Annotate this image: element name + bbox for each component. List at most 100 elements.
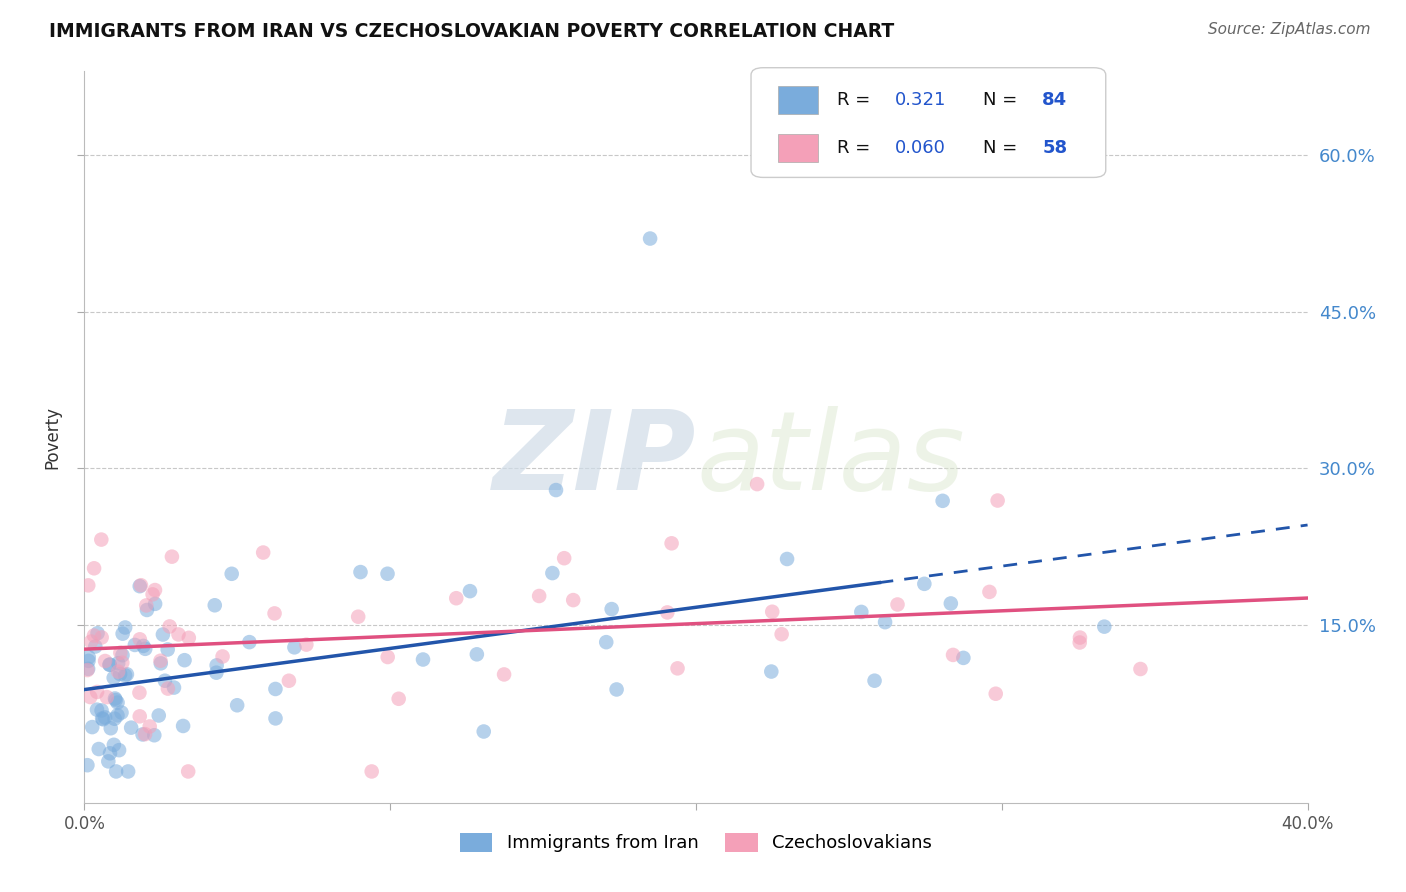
Point [149, 654, 172, 668]
Point [177, 631, 200, 645]
Point [87, 742, 110, 756]
Point [863, 673, 886, 688]
Point [131, 727, 153, 741]
FancyBboxPatch shape [751, 68, 1105, 178]
Point [104, 691, 127, 706]
Point [80, 634, 103, 648]
Point [105, 764, 128, 779]
Point [252, 545, 274, 559]
Point [264, 681, 287, 696]
Legend: Immigrants from Iran, Czechoslovakians: Immigrants from Iran, Czechoslovakians [453, 826, 939, 860]
Point [108, 667, 131, 681]
Point [77, 662, 100, 676]
Point [107, 708, 129, 723]
Point [167, 627, 190, 641]
Point [110, 706, 132, 720]
Text: 0.060: 0.060 [896, 138, 946, 157]
Point [103, 712, 125, 726]
Text: N =: N = [983, 138, 1024, 157]
Point [465, 648, 488, 662]
Point [595, 635, 617, 649]
Point [211, 649, 233, 664]
Point [494, 667, 516, 681]
Point [134, 727, 156, 741]
Point [111, 626, 134, 640]
Point [156, 681, 179, 696]
Point [142, 587, 165, 601]
Point [204, 599, 226, 613]
Point [939, 597, 962, 611]
Point [103, 671, 125, 685]
Point [107, 665, 129, 679]
Point [153, 673, 176, 688]
Point [377, 650, 399, 665]
Point [761, 605, 783, 619]
Point [541, 566, 564, 580]
Point [135, 599, 157, 613]
Point [173, 653, 195, 667]
Point [770, 627, 793, 641]
Point [76, 663, 98, 677]
Point [931, 493, 953, 508]
Point [143, 582, 166, 597]
Text: Source: ZipAtlas.com: Source: ZipAtlas.com [1208, 22, 1371, 37]
Point [295, 638, 318, 652]
Point [1129, 662, 1152, 676]
Point [446, 591, 468, 606]
Point [987, 493, 1010, 508]
FancyBboxPatch shape [778, 87, 818, 114]
Text: atlas: atlas [696, 406, 965, 513]
Point [160, 549, 183, 564]
FancyBboxPatch shape [778, 134, 818, 161]
Text: ZIP: ZIP [492, 406, 696, 513]
Point [472, 724, 495, 739]
Point [84, 640, 107, 654]
Point [912, 577, 935, 591]
Point [124, 638, 146, 652]
Point [205, 665, 228, 680]
Point [159, 619, 181, 633]
Point [83, 628, 105, 642]
Point [666, 661, 689, 675]
Point [979, 585, 1001, 599]
Point [148, 708, 170, 723]
Point [94, 654, 117, 668]
Point [553, 551, 575, 566]
Point [544, 483, 567, 497]
Point [152, 627, 174, 641]
Point [107, 657, 129, 671]
Point [873, 615, 896, 629]
Point [412, 652, 434, 666]
Text: IMMIGRANTS FROM IRAN VS CZECHOSLOVAKIAN POVERTY CORRELATION CHART: IMMIGRANTS FROM IRAN VS CZECHOSLOVAKIAN … [49, 22, 894, 41]
Point [942, 648, 965, 662]
Point [110, 646, 132, 660]
Point [94, 710, 117, 724]
Point [104, 693, 127, 707]
Point [77, 578, 100, 592]
Point [77, 654, 100, 668]
Point [1092, 620, 1115, 634]
Point [90, 703, 112, 717]
Point [562, 593, 585, 607]
Point [86, 685, 108, 699]
Point [82, 720, 104, 734]
Point [600, 602, 623, 616]
Point [86, 703, 108, 717]
Point [138, 719, 160, 733]
Point [156, 642, 179, 657]
Text: 0.321: 0.321 [896, 91, 946, 109]
Point [98, 657, 121, 672]
Point [103, 738, 125, 752]
Point [77, 650, 100, 665]
Point [238, 635, 260, 649]
Point [79, 690, 101, 704]
Point [264, 711, 287, 725]
Point [143, 728, 166, 742]
Point [263, 607, 285, 621]
Point [136, 603, 159, 617]
Text: N =: N = [983, 91, 1024, 109]
Point [129, 578, 152, 592]
Point [132, 639, 155, 653]
Text: 84: 84 [1042, 91, 1067, 109]
Point [134, 641, 156, 656]
